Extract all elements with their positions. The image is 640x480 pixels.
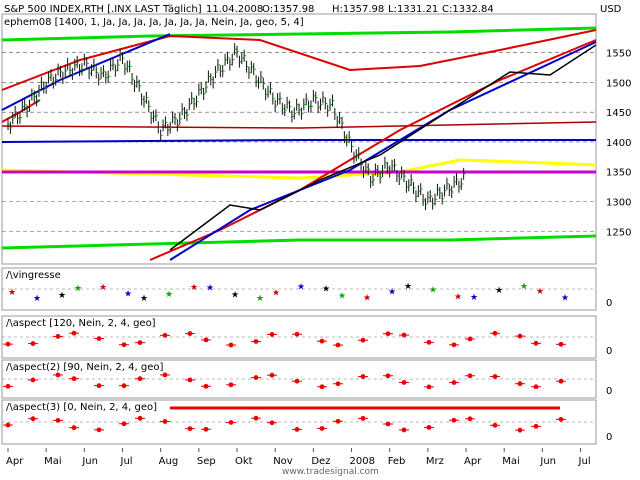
star-marker: ★ <box>74 284 82 294</box>
sub-panel-zero-label: 0 <box>606 346 612 357</box>
main-panel <box>1 13 597 265</box>
x-tick-label: Mai <box>502 456 520 467</box>
star-marker: ★ <box>454 293 462 303</box>
star-marker: ★ <box>140 294 148 304</box>
watermark: www.tradesignal.com <box>282 467 379 477</box>
star-marker: ★ <box>322 284 330 294</box>
x-tick-label: Sep <box>197 456 216 467</box>
x-tick-label: 2008 <box>350 456 375 467</box>
x-tick-label: Mai <box>44 456 62 467</box>
star-marker: ★ <box>256 294 264 304</box>
x-tick-label: Mrz <box>426 456 444 467</box>
band-green-top <box>1 26 597 42</box>
indicator-main-label: ephem08 [1400, 1, Ja, Ja, Ja, Ja, Ja, Ja… <box>4 17 304 28</box>
star-marker: ★ <box>363 294 371 304</box>
x-tick-label: Feb <box>388 456 406 467</box>
x-tick-label: Aug <box>159 456 179 467</box>
star-marker: ★ <box>404 282 412 292</box>
symbol-title: S&P 500 INDEX,RTH [.INX LAST Täglich] <box>4 4 202 15</box>
main-bands <box>1 26 597 261</box>
star-marker: ★ <box>272 289 280 299</box>
y-tick-label: 1250 <box>606 227 631 238</box>
sub-panel-label: /\aspect(3) [0, Nein, 2, 4, geo] <box>6 402 157 413</box>
y-tick-label: 1350 <box>606 168 631 179</box>
star-marker: ★ <box>470 293 478 303</box>
band-green-bottom <box>1 234 597 250</box>
star-marker: ★ <box>561 293 569 303</box>
star-marker: ★ <box>536 287 544 297</box>
x-tick-label: Dez <box>311 456 330 467</box>
blue-diagonal <box>169 41 597 261</box>
star-marker: ★ <box>99 283 107 293</box>
blue-upper-trend <box>1 33 171 111</box>
star-marker: ★ <box>165 290 173 300</box>
sub-panel-zero-label: 0 <box>606 298 612 309</box>
blue-horizontal <box>1 139 596 143</box>
y-tick-label: 1400 <box>606 138 631 149</box>
star-marker: ★ <box>33 294 41 304</box>
x-tick-label: Jun <box>81 456 98 467</box>
x-tick-label: Okt <box>235 456 253 467</box>
x-tick-label: Jul <box>120 456 133 467</box>
star-marker: ★ <box>190 283 198 293</box>
sub-panel-label: /\aspect [120, Nein, 2, 4, geo] <box>6 318 156 329</box>
sub-panel-label: /\vingresse <box>6 270 61 281</box>
star-marker: ★ <box>338 292 346 302</box>
header-open: O:1357.98 <box>262 4 314 15</box>
star-marker: ★ <box>8 288 16 298</box>
y-tick-label: 1300 <box>606 198 631 209</box>
y-tick-label: 1550 <box>606 49 631 60</box>
star-marker: ★ <box>388 287 396 297</box>
y-axis: 1250 1300 1350 1400 1450 1500 1550 <box>606 49 631 239</box>
sub-panels: /\vingresse 0 ★ ★ ★ ★ ★ ★ ★ ★ ★ ★ ★ ★ ★ ★ ★ ★ ★ ★ ★ ★ ★ ★ ★ ★ ★ ★ /\… <box>1 267 612 445</box>
x-tick-label: Apr <box>6 456 24 467</box>
star-marker: ★ <box>231 291 239 301</box>
star-marker: ★ <box>520 282 528 292</box>
currency-label: USD <box>600 4 622 15</box>
star-marker: ★ <box>297 283 305 293</box>
x-tick-label: Apr <box>464 456 482 467</box>
star-marker: ★ <box>58 291 66 301</box>
sub-panel-zero-label: 0 <box>606 386 612 397</box>
header-high: H:1357.98 <box>332 4 384 15</box>
black-curve <box>169 44 597 251</box>
price-bars <box>7 43 466 211</box>
y-tick-label: 1500 <box>606 78 631 89</box>
header-low: L:1331.21 <box>388 4 438 15</box>
x-axis: Apr Mai Jun Jul Aug Sep Okt Nov Dez 2008 Feb Mrz Apr… <box>6 448 591 467</box>
sub-panel-label: /\aspect(2) [90, Nein, 2, 4, geo] <box>6 362 163 373</box>
dark-red-horizontal <box>1 121 597 129</box>
star-marker: ★ <box>495 286 503 296</box>
x-tick-label: Nov <box>273 456 293 467</box>
star-marker: ★ <box>429 286 437 296</box>
header-close: C:1332.84 <box>442 4 494 15</box>
header-date: 11.04.2008 <box>206 4 263 15</box>
y-tick-label: 1450 <box>606 108 631 119</box>
red-upper-curve <box>1 29 597 91</box>
x-tick-label: Jun <box>539 456 556 467</box>
star-marker: ★ <box>124 289 132 299</box>
star-marker: ★ <box>206 284 214 294</box>
sub-panel-zero-label: 0 <box>606 432 612 443</box>
x-tick-label: Jul <box>578 456 591 467</box>
